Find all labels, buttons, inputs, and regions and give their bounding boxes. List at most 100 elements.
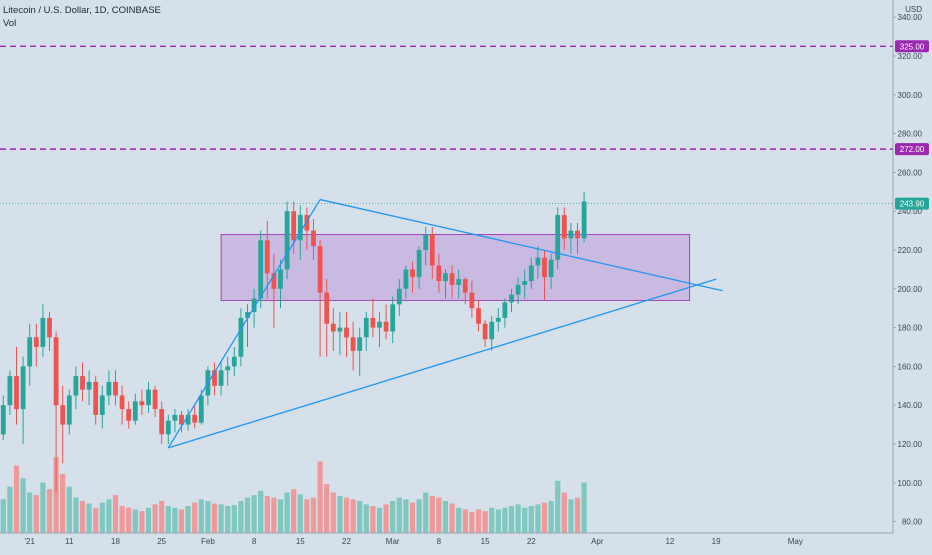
candle [245, 304, 250, 347]
volume-bar [139, 511, 145, 533]
price-axis[interactable]: USD 340.00 320.00 300.00 280.00 260.00 240.00… [893, 5, 923, 527]
candle-body [502, 302, 508, 318]
svg-text:243.90: 243.90 [900, 200, 925, 209]
candle-body [542, 257, 547, 278]
volume-bar [423, 492, 429, 533]
candle [172, 409, 178, 433]
volume-bar [469, 511, 475, 533]
volume-bar [357, 501, 363, 533]
volume-bar [106, 499, 112, 533]
candle-body [231, 356, 237, 367]
volume-bar [508, 506, 515, 533]
volume-bar [271, 497, 277, 533]
svg-text:325.00: 325.00 [900, 42, 925, 51]
time-axis[interactable]: '21 11 18 25 Feb 8 15 22 Mar 8 15 22 Apr 12 19 May [24, 537, 802, 546]
candle-body [251, 298, 257, 313]
volume-bar [574, 497, 581, 533]
volume-bar [317, 461, 323, 533]
candle-body [509, 294, 514, 303]
time-tick-label: May [788, 537, 803, 546]
candle-body [66, 395, 72, 425]
time-tick-label: 8 [252, 537, 257, 546]
candle-body [575, 230, 580, 239]
candle [192, 405, 198, 429]
time-tick-label: 19 [712, 537, 721, 546]
time-tick-label: 25 [157, 537, 166, 546]
candle-body [152, 389, 158, 410]
candle [33, 323, 39, 367]
volume-bar [86, 503, 92, 533]
candle [317, 240, 323, 357]
candle [548, 253, 554, 289]
candle-body [53, 337, 59, 406]
price-tick-label: 300.00 [898, 91, 923, 100]
candle-body [390, 304, 396, 332]
volume-bar [60, 474, 66, 533]
volume-bar [535, 504, 541, 533]
candle [324, 279, 330, 357]
candle [482, 319, 488, 347]
volume-bar [66, 486, 72, 533]
candle-body [93, 381, 99, 415]
candle [132, 393, 138, 425]
candle-body [126, 409, 132, 421]
candle [225, 356, 231, 386]
candle [126, 401, 132, 429]
candle-body [297, 215, 303, 241]
volume-bar [198, 499, 204, 533]
volume-bar [192, 502, 198, 533]
candle-body [429, 234, 435, 266]
candle [449, 265, 455, 299]
time-tick-label: Apr [591, 537, 604, 546]
volume-bar [225, 506, 231, 533]
candle-body [132, 401, 138, 421]
candle-body [495, 317, 501, 322]
volume-bar [291, 489, 297, 533]
price-tick-label: 240.00 [898, 207, 923, 216]
candle-body [185, 414, 191, 425]
candle-body [522, 281, 528, 285]
volume-bar [324, 484, 330, 533]
trendline[interactable] [167, 199, 321, 449]
candle-body [363, 317, 369, 338]
candle-body [317, 246, 323, 293]
candle-body [192, 414, 198, 423]
volume-bar [370, 506, 376, 533]
trendline[interactable] [168, 278, 717, 449]
candle-body [482, 323, 488, 340]
candle-body [0, 405, 6, 435]
candle [416, 246, 422, 289]
candle [212, 362, 217, 396]
candle [363, 312, 369, 351]
trendline[interactable] [319, 198, 723, 292]
volume-layer [0, 457, 587, 533]
volume-bar [489, 507, 495, 533]
volume-bar [172, 507, 178, 533]
time-tick-label: 11 [65, 537, 74, 546]
volume-bar [390, 501, 396, 533]
candle-body [443, 273, 448, 282]
candle-body [258, 240, 264, 299]
candle-body [20, 366, 26, 410]
candle [106, 370, 112, 406]
candle-body [469, 292, 475, 309]
candle-body [113, 381, 118, 396]
volume-bar [231, 505, 237, 533]
candle [86, 370, 92, 406]
volume-bar [416, 499, 422, 533]
candle-body [456, 279, 462, 285]
volume-bar [456, 507, 462, 533]
candle-body [225, 366, 231, 371]
candle [522, 269, 528, 299]
volume-bar [159, 501, 165, 533]
candle-layer [0, 191, 587, 493]
volume-bar [502, 507, 508, 533]
symbol-title: Litecoin / U.S. Dollar, 1D, COINBASE [3, 5, 161, 16]
range-zone[interactable] [220, 234, 691, 301]
candle-body [528, 265, 534, 282]
price-tick-label: 200.00 [898, 285, 923, 294]
price-tick-label: 220.00 [898, 246, 923, 255]
candle [99, 385, 105, 429]
